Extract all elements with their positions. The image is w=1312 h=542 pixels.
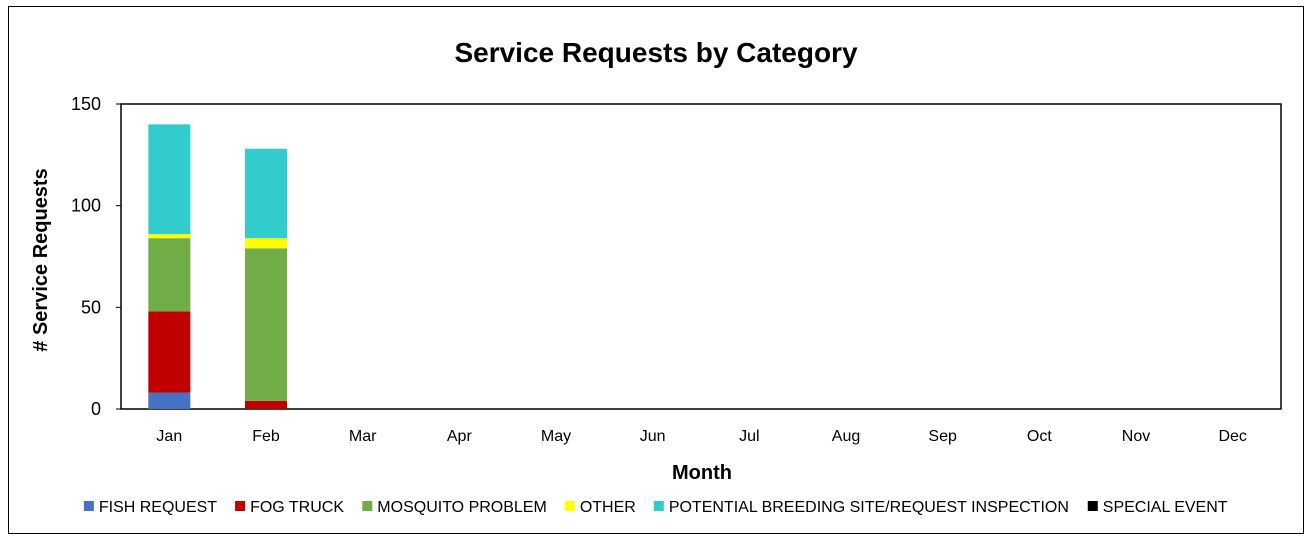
legend-swatch: [564, 501, 575, 511]
y-tick-label: 100: [71, 196, 101, 216]
bar-segment: [148, 311, 191, 393]
bar-segment: [148, 124, 191, 235]
legend-swatch: [362, 501, 373, 511]
x-tick-label: Dec: [1218, 428, 1246, 445]
x-tick-label: May: [541, 428, 571, 445]
x-tick-label: Jan: [156, 428, 182, 445]
y-axis-ticks: 0 50 100 150: [71, 94, 121, 419]
x-tick-label: Aug: [832, 428, 860, 445]
bar-segment: [245, 248, 287, 401]
legend-label: OTHER: [580, 499, 636, 516]
legend-swatch: [1087, 501, 1098, 511]
x-tick-label: Jul: [739, 428, 759, 445]
x-tick-label: Apr: [447, 428, 473, 445]
x-tick-label: Nov: [1122, 428, 1150, 445]
y-tick-label: 50: [81, 297, 101, 317]
bar-segment: [245, 238, 287, 249]
bar-segment: [148, 238, 191, 312]
y-axis-title: # Service Requests: [30, 168, 52, 351]
bar-segment: [148, 234, 191, 239]
bar-segment: [148, 392, 191, 409]
x-axis-ticks: Jan Feb Mar Apr May Jun Jul Aug Sep Oct Nov Dec: [156, 428, 1246, 445]
legend-swatch: [653, 501, 664, 511]
x-tick-label: Feb: [252, 428, 280, 445]
plot-area: [120, 103, 1282, 410]
chart-title: Service Requests by Category: [454, 37, 857, 68]
legend-swatch: [235, 501, 246, 511]
legend-label: POTENTIAL BREEDING SITE/REQUEST INSPECTI…: [669, 499, 1069, 516]
x-axis-title: Month: [672, 462, 732, 484]
y-tick-label: 0: [91, 399, 101, 419]
bar-segment: [245, 400, 287, 409]
legend-label: MOSQUITO PROBLEM: [377, 499, 547, 516]
bars-group: [148, 124, 287, 409]
y-tick-label: 150: [71, 94, 101, 114]
legend-swatch: [83, 501, 94, 511]
x-tick-label: Jun: [640, 428, 666, 445]
x-tick-label: Sep: [928, 428, 957, 445]
x-tick-label: Oct: [1027, 428, 1052, 445]
legend: FISH REQUEST FOG TRUCK MOSQUITO PROBLEM OTH…: [83, 499, 1228, 516]
legend-label: FISH REQUEST: [99, 499, 217, 516]
legend-label: SPECIAL EVENT: [1103, 499, 1228, 516]
bar-segment: [245, 148, 287, 239]
x-tick-label: Mar: [349, 428, 377, 445]
legend-label: FOG TRUCK: [250, 499, 344, 516]
